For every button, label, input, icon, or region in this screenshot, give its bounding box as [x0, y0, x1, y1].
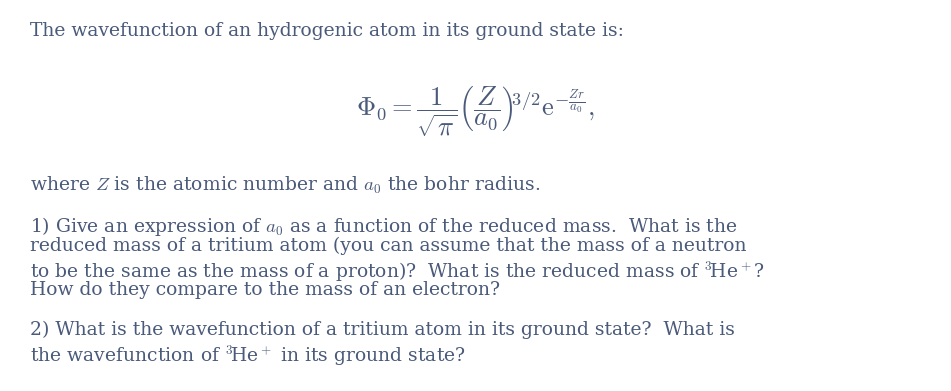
Text: reduced mass of a tritium atom (you can assume that the mass of a neutron: reduced mass of a tritium atom (you can … — [30, 237, 747, 255]
Text: 1) Give an expression of $a_0$ as a function of the reduced mass.  What is the: 1) Give an expression of $a_0$ as a func… — [30, 215, 737, 238]
Text: to be the same as the mass of a proton)?  What is the reduced mass of $^{3}\!$He: to be the same as the mass of a proton)?… — [30, 259, 766, 284]
Text: where $Z$ is the atomic number and $a_0$ the bohr radius.: where $Z$ is the atomic number and $a_0$… — [30, 175, 540, 196]
Text: the wavefunction of $^{3}\!$He$^+$ in its ground state?: the wavefunction of $^{3}\!$He$^+$ in it… — [30, 343, 466, 368]
Text: The wavefunction of an hydrogenic atom in its ground state is:: The wavefunction of an hydrogenic atom i… — [30, 22, 624, 40]
Text: 2) What is the wavefunction of a tritium atom in its ground state?  What is: 2) What is the wavefunction of a tritium… — [30, 321, 735, 339]
Text: $\Phi_0 = \dfrac{1}{\sqrt{\pi}} \left( \dfrac{Z}{a_0} \right)^{\!\!3/2} \mathrm{: $\Phi_0 = \dfrac{1}{\sqrt{\pi}} \left( \… — [357, 85, 594, 140]
Text: How do they compare to the mass of an electron?: How do they compare to the mass of an el… — [30, 281, 500, 299]
